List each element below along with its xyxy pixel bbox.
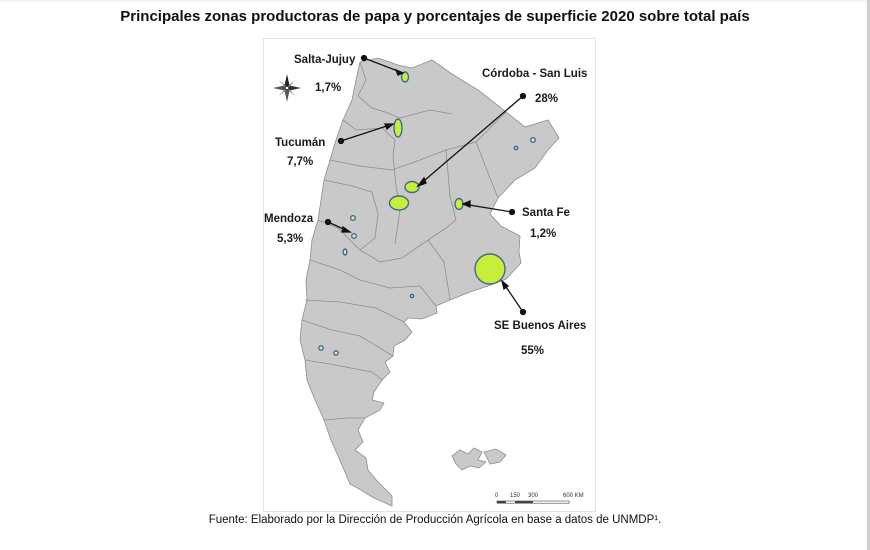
zone-se-buenos-aires — [474, 253, 506, 285]
map-title: Principales zonas productoras de papa y … — [120, 8, 750, 25]
minor-markers — [318, 136, 537, 356]
label-tucuman: Tucumán — [275, 137, 325, 149]
land-mass — [299, 57, 560, 507]
zone-salta-jujuy — [400, 71, 410, 83]
pct-cordoba-san-luis: 28% — [535, 93, 558, 105]
label-cordoba-san-luis: Córdoba - San Luis — [482, 68, 587, 80]
label-se-buenos-aires: SE Buenos Aires — [494, 320, 586, 332]
zone-tucuman — [393, 118, 403, 138]
malvinas-east-shape — [483, 448, 507, 465]
label-santa-fe: Santa Fe — [522, 207, 570, 219]
scale-tick-600: 600 KM — [563, 493, 584, 499]
pct-santa-fe: 1,2% — [530, 228, 556, 240]
province-borders — [301, 61, 507, 421]
zone-labels: Salta-Jujuy 1,7% Córdoba - San Luis 28% … — [264, 54, 587, 357]
zone-cordoba-north — [404, 180, 420, 194]
scale-tick-150: 150 — [510, 493, 521, 499]
leader-lines — [324, 54, 527, 316]
scale-tick-300: 300 — [528, 493, 539, 499]
production-zones — [388, 71, 506, 285]
malvinas-shape — [451, 447, 487, 471]
top-rule — [0, 0, 870, 2]
scale-tick-0: 0 — [495, 493, 499, 499]
right-rule — [867, 0, 870, 550]
mainland-shape — [299, 57, 560, 507]
source-note: Fuente: Elaborado por la Dirección de Pr… — [208, 514, 662, 526]
compass-rose-icon — [273, 74, 301, 102]
zone-cordoba-san-luis — [388, 195, 410, 211]
pct-salta-jujuy: 1,7% — [315, 82, 341, 94]
label-salta-jujuy: Salta-Jujuy — [294, 54, 356, 66]
label-mendoza: Mendoza — [264, 213, 314, 225]
pct-mendoza: 5,3% — [277, 233, 303, 245]
pct-se-buenos-aires: 55% — [521, 345, 544, 357]
scale-bar: 0 150 300 600 KM — [495, 493, 584, 504]
pct-tucuman: 7,7% — [287, 156, 313, 168]
